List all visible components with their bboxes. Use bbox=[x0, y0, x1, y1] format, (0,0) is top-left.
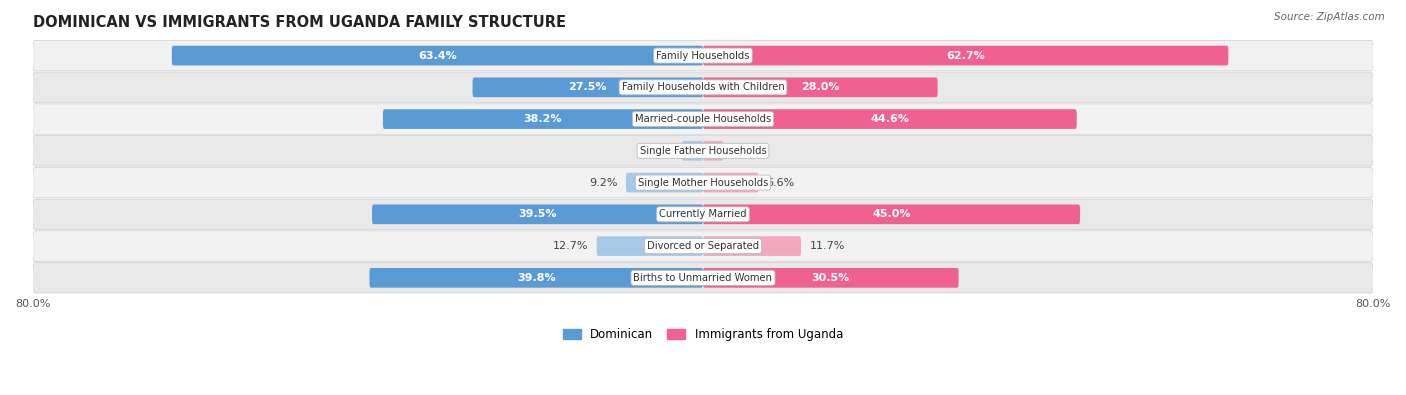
Legend: Dominican, Immigrants from Uganda: Dominican, Immigrants from Uganda bbox=[558, 324, 848, 346]
Text: Single Mother Households: Single Mother Households bbox=[638, 178, 768, 188]
FancyBboxPatch shape bbox=[703, 141, 723, 161]
FancyBboxPatch shape bbox=[703, 173, 758, 192]
Text: 12.7%: 12.7% bbox=[553, 241, 588, 251]
Text: 2.4%: 2.4% bbox=[731, 146, 761, 156]
FancyBboxPatch shape bbox=[32, 72, 1374, 103]
FancyBboxPatch shape bbox=[703, 77, 938, 97]
Text: Married-couple Households: Married-couple Households bbox=[636, 114, 770, 124]
FancyBboxPatch shape bbox=[596, 236, 703, 256]
Text: 44.6%: 44.6% bbox=[870, 114, 910, 124]
Text: 28.0%: 28.0% bbox=[801, 82, 839, 92]
Text: 62.7%: 62.7% bbox=[946, 51, 986, 60]
Text: Family Households: Family Households bbox=[657, 51, 749, 60]
Text: Single Father Households: Single Father Households bbox=[640, 146, 766, 156]
Text: 63.4%: 63.4% bbox=[418, 51, 457, 60]
Text: 38.2%: 38.2% bbox=[523, 114, 562, 124]
Text: 39.8%: 39.8% bbox=[517, 273, 555, 283]
Text: Divorced or Separated: Divorced or Separated bbox=[647, 241, 759, 251]
Text: Currently Married: Currently Married bbox=[659, 209, 747, 219]
FancyBboxPatch shape bbox=[373, 205, 703, 224]
FancyBboxPatch shape bbox=[172, 46, 703, 66]
Text: 39.5%: 39.5% bbox=[519, 209, 557, 219]
Text: Births to Unmarried Women: Births to Unmarried Women bbox=[634, 273, 772, 283]
FancyBboxPatch shape bbox=[626, 173, 703, 192]
Text: 45.0%: 45.0% bbox=[872, 209, 911, 219]
FancyBboxPatch shape bbox=[703, 268, 959, 288]
Text: Family Households with Children: Family Households with Children bbox=[621, 82, 785, 92]
Text: Source: ZipAtlas.com: Source: ZipAtlas.com bbox=[1274, 12, 1385, 22]
FancyBboxPatch shape bbox=[32, 231, 1374, 261]
Text: 9.2%: 9.2% bbox=[589, 178, 617, 188]
Text: DOMINICAN VS IMMIGRANTS FROM UGANDA FAMILY STRUCTURE: DOMINICAN VS IMMIGRANTS FROM UGANDA FAMI… bbox=[32, 15, 565, 30]
FancyBboxPatch shape bbox=[703, 109, 1077, 129]
Text: 11.7%: 11.7% bbox=[810, 241, 845, 251]
FancyBboxPatch shape bbox=[32, 104, 1374, 134]
FancyBboxPatch shape bbox=[682, 141, 703, 161]
FancyBboxPatch shape bbox=[703, 236, 801, 256]
Text: 2.5%: 2.5% bbox=[645, 146, 673, 156]
Text: 6.6%: 6.6% bbox=[766, 178, 794, 188]
FancyBboxPatch shape bbox=[370, 268, 703, 288]
FancyBboxPatch shape bbox=[382, 109, 703, 129]
Text: 27.5%: 27.5% bbox=[568, 82, 607, 92]
FancyBboxPatch shape bbox=[703, 205, 1080, 224]
FancyBboxPatch shape bbox=[32, 167, 1374, 198]
FancyBboxPatch shape bbox=[32, 263, 1374, 293]
FancyBboxPatch shape bbox=[32, 40, 1374, 71]
FancyBboxPatch shape bbox=[472, 77, 703, 97]
Text: 30.5%: 30.5% bbox=[811, 273, 849, 283]
FancyBboxPatch shape bbox=[703, 46, 1229, 66]
FancyBboxPatch shape bbox=[32, 135, 1374, 166]
FancyBboxPatch shape bbox=[32, 199, 1374, 229]
